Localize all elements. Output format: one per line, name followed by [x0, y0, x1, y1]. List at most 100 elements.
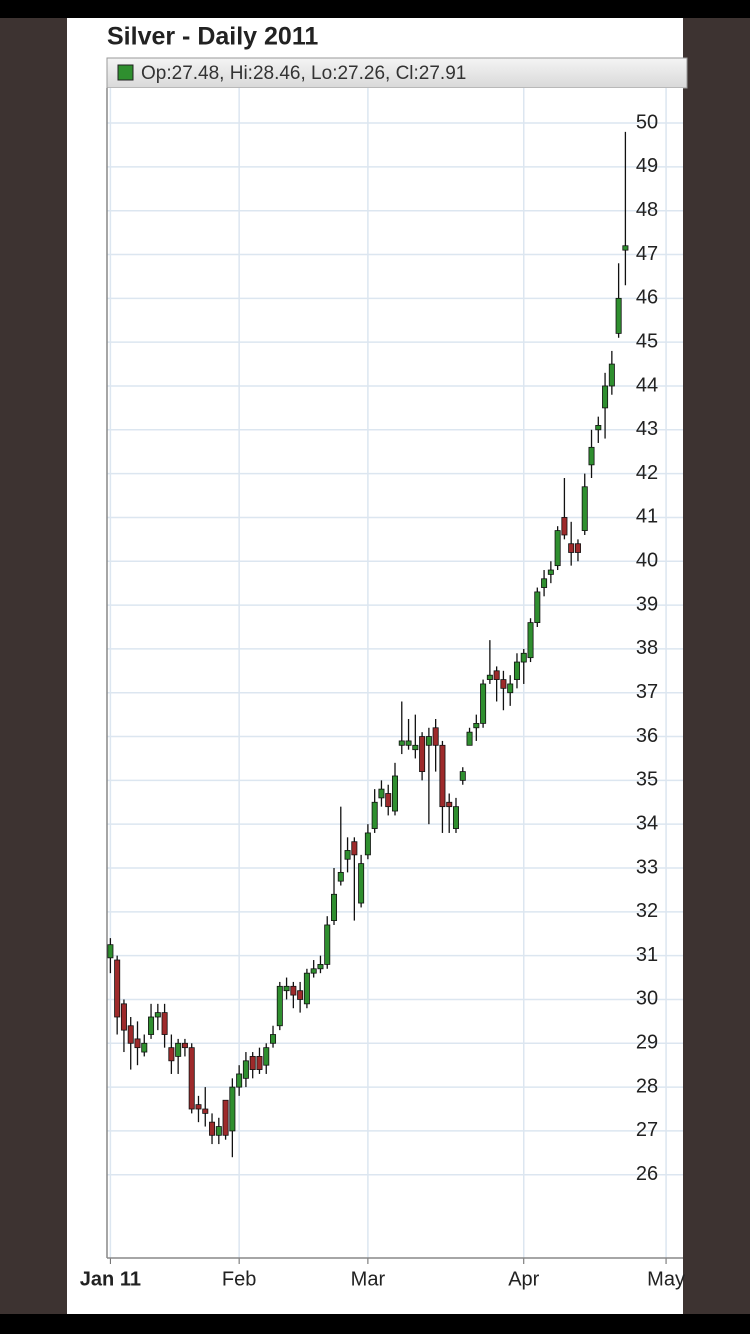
y-tick-label: 47 — [636, 243, 658, 265]
candle-body — [452, 806, 459, 829]
candle-body — [378, 788, 385, 799]
candle-body — [222, 1099, 229, 1136]
legend-box — [106, 57, 688, 89]
top-bar — [0, 0, 750, 18]
candle-body — [256, 1056, 263, 1070]
candle-body — [439, 744, 446, 808]
candle-body — [520, 652, 527, 663]
candle-body — [493, 670, 500, 680]
x-tick-label: May — [647, 1268, 685, 1290]
y-tick-label: 36 — [636, 725, 658, 747]
plot-background — [107, 88, 683, 1258]
y-tick-label: 30 — [636, 988, 658, 1010]
candle-body — [398, 740, 405, 746]
candle-body — [459, 771, 466, 781]
y-tick-label: 31 — [636, 944, 658, 966]
candle-body — [547, 569, 554, 575]
y-tick-label: 26 — [636, 1163, 658, 1185]
candle-body — [181, 1042, 188, 1049]
candle-body — [290, 985, 297, 996]
y-tick-label: 35 — [636, 769, 658, 791]
candle-body — [581, 486, 588, 531]
candle-body — [195, 1104, 202, 1110]
candle-body — [405, 740, 412, 746]
candle-body — [419, 736, 426, 772]
candle-body — [480, 683, 487, 724]
y-tick-label: 32 — [636, 900, 658, 922]
y-tick-label: 28 — [636, 1075, 658, 1097]
candle-body — [154, 1012, 161, 1018]
candle-body — [371, 801, 378, 829]
candle-body — [114, 959, 121, 1018]
candle-body — [209, 1121, 216, 1136]
candle-body — [127, 1025, 134, 1044]
candle-body — [242, 1060, 249, 1079]
y-tick-label: 33 — [636, 856, 658, 878]
candle-body — [161, 1012, 168, 1035]
candle-body — [175, 1042, 182, 1057]
candle-body — [574, 543, 581, 553]
y-tick-label: 42 — [636, 462, 658, 484]
candle-body — [134, 1038, 141, 1049]
chart-title: Silver - Daily 2011 — [107, 23, 318, 51]
candle-body — [297, 990, 304, 1000]
candle-body — [507, 683, 514, 694]
candle-body — [595, 425, 602, 431]
candle-body — [358, 863, 365, 904]
candle-body — [310, 968, 317, 974]
candle-body — [263, 1047, 270, 1066]
candle-body — [202, 1108, 209, 1114]
candle-body — [473, 722, 480, 729]
candle-body — [391, 775, 398, 812]
candle-body — [588, 446, 595, 466]
candle-body — [561, 517, 568, 536]
y-tick-label: 38 — [636, 637, 658, 659]
candle-body — [615, 297, 622, 334]
candle-body — [229, 1086, 236, 1132]
y-tick-label: 43 — [636, 418, 658, 440]
y-tick-label: 39 — [636, 593, 658, 615]
y-tick-label: 45 — [636, 330, 658, 352]
candle-body — [364, 832, 371, 856]
candle-body — [466, 731, 473, 746]
candle-body — [534, 591, 541, 624]
candle-body — [188, 1047, 195, 1110]
candle-body — [148, 1016, 155, 1035]
candle-body — [276, 985, 283, 1027]
bottom-bar — [0, 1314, 750, 1334]
candle-body — [168, 1047, 175, 1062]
y-tick-label: 40 — [636, 550, 658, 572]
candle-body — [270, 1034, 277, 1044]
candle-body — [351, 841, 358, 856]
candle-body — [303, 972, 310, 1005]
x-tick-label: Apr — [508, 1268, 539, 1290]
x-tick-label: Jan 11 — [80, 1268, 141, 1290]
candle-body — [622, 245, 629, 251]
candle-body — [344, 850, 351, 860]
y-tick-label: 27 — [636, 1119, 658, 1141]
candle-body — [568, 543, 575, 553]
candle-body — [283, 985, 290, 992]
candle-body — [249, 1056, 256, 1070]
legend-swatch — [117, 64, 134, 81]
y-tick-label: 41 — [636, 506, 658, 528]
candle-body — [236, 1073, 243, 1088]
candle-body — [554, 530, 561, 567]
candle-body — [385, 793, 392, 808]
candle-body — [107, 944, 114, 959]
y-tick-label: 50 — [636, 111, 658, 133]
candle-body — [541, 578, 548, 588]
candle-body — [602, 385, 609, 409]
candle-body — [120, 1003, 127, 1031]
candle-body — [324, 924, 331, 965]
legend-text: Op:27.48, Hi:28.46, Lo:27.26, Cl:27.91 — [141, 63, 466, 84]
x-tick-label: Mar — [351, 1268, 386, 1290]
candle-body — [513, 661, 520, 680]
candle-body — [141, 1042, 148, 1053]
plot-area: 26 27 28 29 30 31 32 33 34 35 36 37 38 39 40 41 42 43 44 45… — [80, 88, 685, 1290]
candle-body — [446, 801, 453, 808]
candle-body — [486, 674, 493, 680]
candle-body — [432, 727, 439, 746]
y-tick-label: 37 — [636, 681, 658, 703]
